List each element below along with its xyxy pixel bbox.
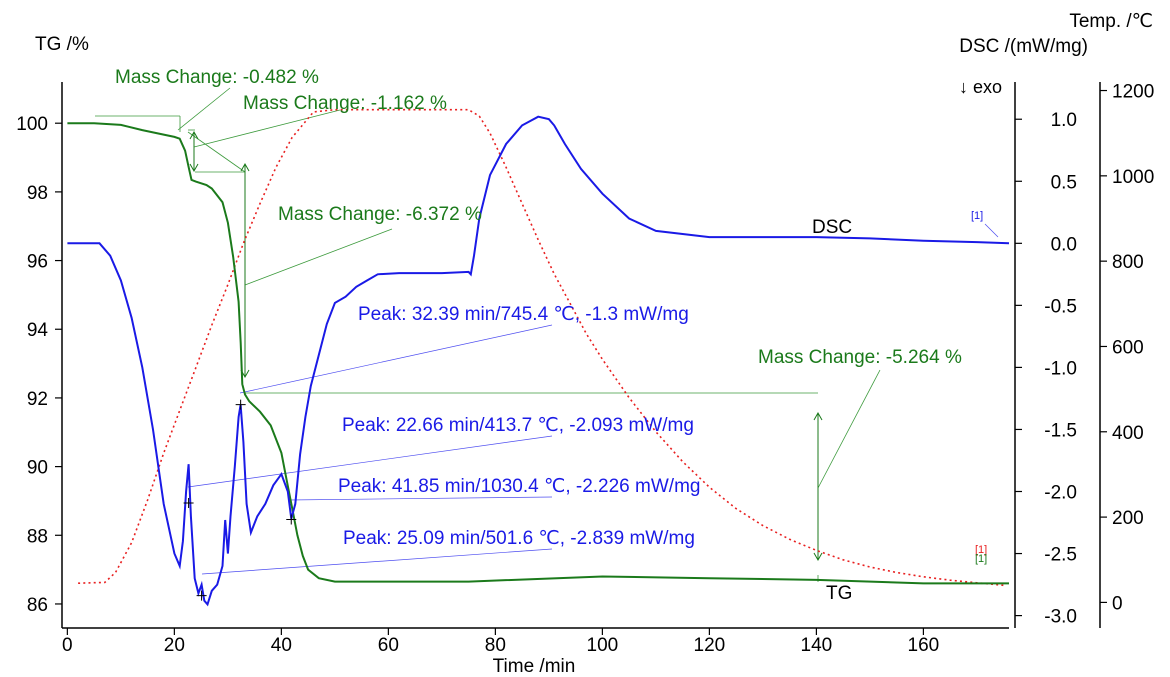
exo-label: ↓ exo: [959, 77, 1002, 97]
tg-curve: [67, 122, 1009, 585]
peak-label-1: Peak: 32.39 min/745.4 ℃, -1.3 mW/mg: [358, 304, 689, 325]
temp-end-marker: [1]: [975, 544, 987, 556]
dsc-curve-label: DSC: [812, 217, 852, 238]
peak-guides: [187, 223, 999, 575]
tg-curve-label: TG: [826, 583, 852, 604]
temp-tick-label: 1000: [1112, 167, 1154, 188]
temp-tick-label: 0: [1112, 593, 1123, 614]
dsc-tick-label: -1.0: [1044, 358, 1077, 379]
temp-tick-label: 200: [1112, 508, 1144, 529]
tg-end-marker: [1]: [975, 553, 987, 565]
dsc-tick-label: 0.5: [1051, 172, 1077, 193]
tg-tick-label: 88: [27, 526, 48, 547]
temp-axis-title: Temp. /℃: [1069, 11, 1153, 32]
x-tick-label: 40: [271, 635, 292, 656]
peak-marker: [286, 514, 297, 525]
x-tick-label: 80: [485, 635, 506, 656]
mass-change-label-1: Mass Change: -0.482 %: [115, 67, 319, 88]
dsc-curve: [67, 115, 1010, 607]
dsc-end-marker: [1]: [971, 210, 983, 222]
mass-change-label-4: Mass Change: -5.264 %: [758, 347, 962, 368]
dsc-axis-title: DSC /(mW/mg): [959, 36, 1088, 57]
x-tick-label: 0: [62, 635, 73, 656]
peak-marker: [183, 498, 194, 509]
peak-label-4: Peak: 25.09 min/501.6 ℃, -2.839 mW/mg: [343, 528, 695, 549]
tg-tick-label: 90: [27, 458, 48, 479]
tg-axis-title: TG /%: [35, 34, 89, 55]
peak-markers: [183, 399, 297, 601]
temp-axis-ticks: 0 200 400 600 800 1000 1200: [1100, 82, 1154, 614]
x-tick-label: 120: [694, 635, 726, 656]
temp-tick-label: 1200: [1112, 82, 1154, 103]
temp-tick-label: 600: [1112, 337, 1144, 358]
mass-change-guides: [95, 87, 881, 582]
tg-axis-ticks: 86 88 90 92 94 96 98 100: [16, 114, 62, 616]
peak-label-2: Peak: 22.66 min/413.7 ℃, -2.093 mW/mg: [342, 415, 694, 436]
tg-tick-label: 92: [27, 389, 48, 410]
peak-marker: [235, 399, 246, 410]
x-tick-label: 100: [587, 635, 619, 656]
x-axis-ticks: 0 20 40 60 80 100 120 140 160: [62, 628, 939, 656]
dsc-tick-label: 1.0: [1051, 110, 1077, 131]
dsc-axis-ticks: -3.0 -2.5 -2.0 -1.5 -1.0 -0.5 0.0 0.5 1.0: [1015, 110, 1077, 628]
x-tick-label: 20: [164, 635, 185, 656]
x-tick-label: 140: [801, 635, 833, 656]
tg-tick-label: 100: [16, 114, 48, 135]
dsc-tick-label: -2.5: [1044, 545, 1077, 566]
temp-tick-label: 800: [1112, 252, 1144, 273]
tg-tick-label: 98: [27, 183, 48, 204]
dsc-tick-label: -0.5: [1044, 296, 1077, 317]
temperature-curve: [78, 108, 1004, 587]
tg-tick-label: 94: [27, 320, 49, 341]
dsc-tick-label: 0.0: [1051, 234, 1077, 255]
tg-tick-label: 96: [27, 252, 48, 273]
temp-tick-label: 400: [1112, 423, 1144, 444]
mass-change-label-3: Mass Change: -6.372 %: [278, 204, 482, 225]
dsc-tick-label: -2.0: [1044, 483, 1077, 504]
mass-change-arrows: [189, 130, 823, 562]
peak-marker: [196, 590, 207, 601]
mass-change-label-2: Mass Change: -1.162 %: [243, 93, 447, 114]
x-axis-title: Time /min: [493, 656, 576, 677]
dsc-tick-label: -1.5: [1044, 420, 1077, 441]
peak-label-3: Peak: 41.85 min/1030.4 ℃, -2.226 mW/mg: [338, 476, 700, 497]
x-tick-label: 60: [378, 635, 399, 656]
tg-tick-label: 86: [27, 595, 48, 616]
x-tick-label: 160: [908, 635, 940, 656]
dsc-tick-label: -3.0: [1044, 607, 1077, 628]
